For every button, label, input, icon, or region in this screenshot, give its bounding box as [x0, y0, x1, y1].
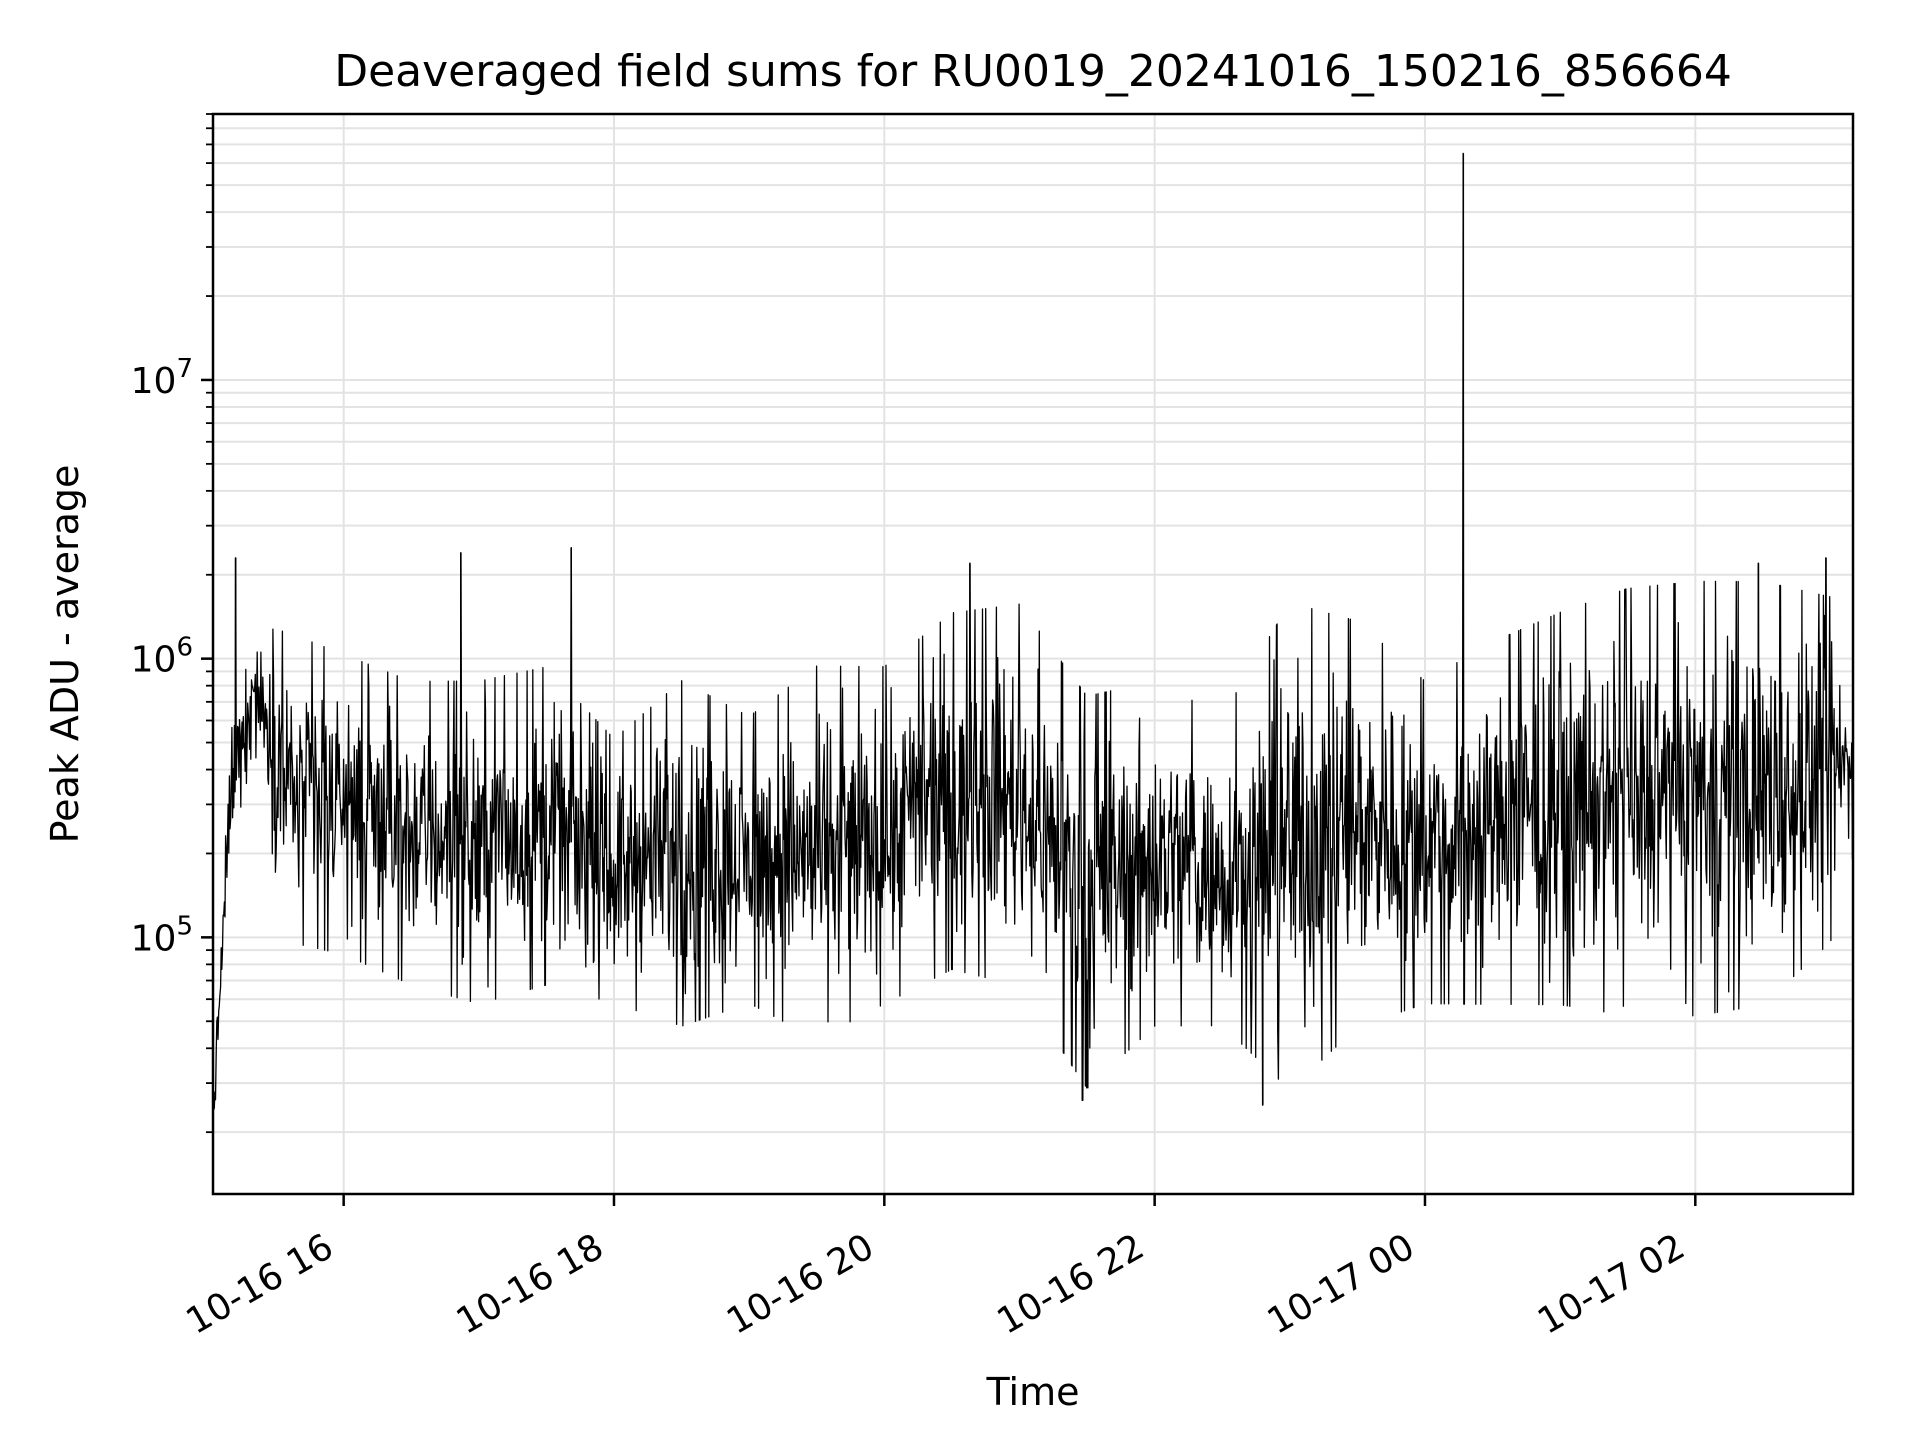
- y-tick-label: 106: [131, 633, 193, 681]
- axis-ticks: [201, 113, 1697, 1206]
- series-line: [212, 152, 1854, 1111]
- chart-title: Deaveraged field sums for RU0019_2024101…: [334, 46, 1732, 97]
- y-axis-label: Peak ADU - average: [43, 465, 87, 844]
- y-tick-label: 105: [131, 911, 193, 959]
- x-axis-label: Time: [986, 1370, 1080, 1414]
- series-line-group: [212, 152, 1854, 1111]
- grid: [213, 113, 1853, 1194]
- plot-frame: [211, 112, 1855, 1196]
- y-tick-label: 107: [131, 354, 193, 402]
